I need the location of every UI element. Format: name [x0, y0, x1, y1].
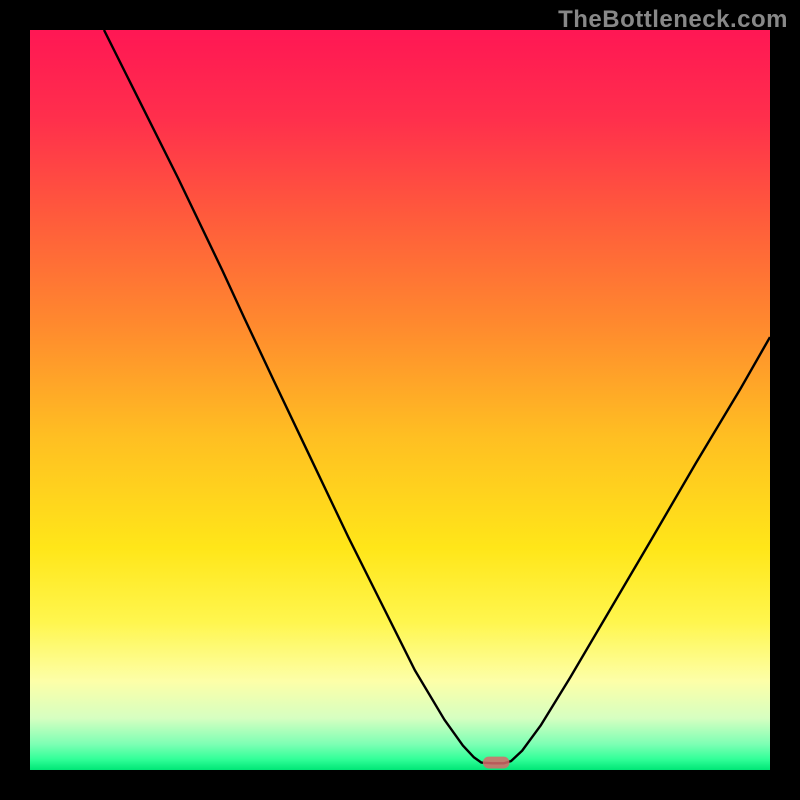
optimal-point-marker — [483, 757, 510, 769]
chart-svg — [30, 30, 770, 770]
watermark-text: TheBottleneck.com — [558, 6, 788, 34]
gradient-background — [30, 30, 770, 770]
chart-frame: TheBottleneck.com — [0, 0, 800, 800]
plot-area — [30, 30, 770, 770]
